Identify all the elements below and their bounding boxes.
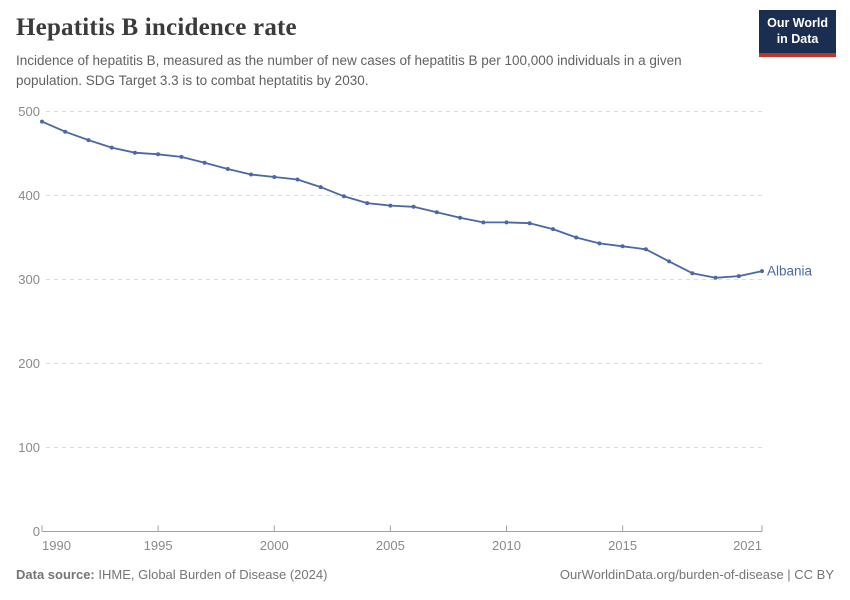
data-point[interactable] xyxy=(109,145,114,150)
data-point[interactable] xyxy=(411,204,416,209)
y-tick-label: 300 xyxy=(18,272,40,287)
x-tick-label: 1990 xyxy=(42,538,71,553)
chart-subtitle: Incidence of hepatitis B, measured as th… xyxy=(16,53,682,89)
data-point[interactable] xyxy=(667,259,672,264)
data-point[interactable] xyxy=(504,220,509,225)
data-point[interactable] xyxy=(760,269,764,274)
data-point[interactable] xyxy=(713,275,718,280)
y-tick-label: 0 xyxy=(33,524,40,539)
data-point[interactable] xyxy=(458,215,463,220)
data-point[interactable] xyxy=(481,220,486,225)
data-source-label: Data source: xyxy=(16,567,95,582)
entity-label[interactable]: Albania xyxy=(767,264,813,279)
y-tick-label: 200 xyxy=(18,356,40,371)
owid-logo-line2: in Data xyxy=(776,32,819,47)
y-tick-label: 500 xyxy=(18,104,40,119)
y-tick-label: 400 xyxy=(18,188,40,203)
data-point[interactable] xyxy=(434,210,439,215)
credit-link[interactable]: OurWorldinData.org/burden-of-disease | C… xyxy=(559,567,834,582)
data-line[interactable] xyxy=(41,120,763,279)
x-tick-label: 2005 xyxy=(376,538,405,553)
data-point[interactable] xyxy=(643,247,648,252)
data-point[interactable] xyxy=(156,152,161,157)
x-tick-label: 2021 xyxy=(733,538,762,553)
data-point[interactable] xyxy=(690,271,695,276)
x-tick-label: 2015 xyxy=(608,538,637,553)
x-tick-label: 2010 xyxy=(492,538,521,553)
data-point[interactable] xyxy=(527,221,532,226)
data-point[interactable] xyxy=(225,167,230,171)
chart-title: Hepatitis B incidence rate xyxy=(16,14,297,41)
y-tick-label: 100 xyxy=(18,440,40,455)
data-point[interactable] xyxy=(551,227,555,232)
data-point[interactable] xyxy=(388,203,393,208)
data-point[interactable] xyxy=(63,129,68,134)
data-point[interactable] xyxy=(202,160,207,165)
owid-logo-line1: Our World xyxy=(767,16,828,30)
data-point[interactable] xyxy=(341,194,346,199)
data-point[interactable] xyxy=(597,241,602,246)
data-point[interactable] xyxy=(620,244,625,249)
x-tick-label: 1995 xyxy=(144,538,173,553)
data-point[interactable] xyxy=(318,185,323,190)
chart-footer: Data source: IHME, Global Burden of Dise… xyxy=(16,567,834,582)
data-point[interactable] xyxy=(574,235,579,240)
data-source-text: IHME, Global Burden of Disease (2024) xyxy=(94,567,328,582)
data-point[interactable] xyxy=(132,150,137,155)
data-point[interactable] xyxy=(179,154,184,159)
data-point[interactable] xyxy=(736,274,741,279)
data-point[interactable] xyxy=(40,119,44,124)
data-point[interactable] xyxy=(272,175,277,179)
data-point[interactable] xyxy=(365,201,370,206)
data-point[interactable] xyxy=(86,138,91,143)
data-source-note: Data source: IHME, Global Burden of Dise… xyxy=(16,567,327,582)
owid-logo[interactable]: Our World in Data xyxy=(759,10,836,57)
data-point[interactable] xyxy=(295,177,300,182)
data-point[interactable] xyxy=(249,172,253,177)
x-tick-label: 2000 xyxy=(260,538,289,553)
